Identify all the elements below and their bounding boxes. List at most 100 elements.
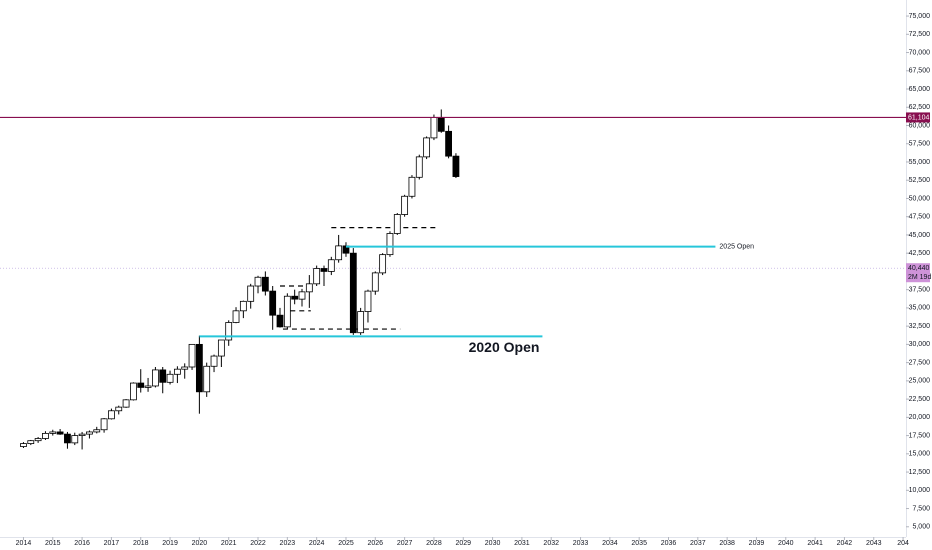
- candle-body: [291, 295, 299, 300]
- price-line-label: 61,104: [908, 114, 930, 121]
- y-tick-label: 17,500: [909, 432, 931, 439]
- x-tick-label: 2018: [133, 540, 149, 547]
- x-tick-label: 2036: [661, 540, 677, 547]
- candle-body: [181, 366, 189, 370]
- x-tick-label: 2033: [573, 540, 589, 547]
- candle-body: [437, 117, 445, 132]
- y-tick-label: 47,500: [909, 214, 931, 221]
- candle-body: [34, 438, 42, 442]
- x-tick-label: 2026: [368, 540, 384, 547]
- y-tick-label: 27,500: [909, 359, 931, 366]
- candle-body: [151, 369, 159, 387]
- candle-body: [305, 283, 313, 293]
- candle-body: [137, 382, 145, 388]
- candle-body: [386, 233, 394, 256]
- y-tick-label: 25,000: [909, 378, 931, 385]
- y-tick-label: 35,000: [909, 305, 931, 312]
- candle-body: [239, 300, 247, 312]
- candle-body: [27, 440, 35, 445]
- x-tick-label: 2019: [162, 540, 178, 547]
- candle-body: [408, 176, 416, 197]
- candle-body: [423, 137, 431, 158]
- x-tick-label: 2025: [338, 540, 354, 547]
- y-tick-label: 45,000: [909, 232, 931, 239]
- candle-body: [401, 195, 409, 215]
- candle-body: [195, 343, 203, 393]
- y-tick-label: 60,000: [909, 122, 931, 129]
- candle-body: [210, 355, 218, 367]
- candle-body: [159, 369, 167, 383]
- x-tick-label: 2037: [690, 540, 706, 547]
- candle-body: [166, 373, 174, 383]
- y-tick-label: 62,500: [909, 104, 931, 111]
- candle-body: [276, 314, 284, 328]
- y-tick-label: 32,500: [909, 323, 931, 330]
- y-tick-label: 70,000: [909, 49, 931, 56]
- y-tick-label: 15,000: [909, 451, 931, 458]
- candle-body: [64, 433, 71, 444]
- candle-body: [357, 311, 365, 334]
- x-tick-label: 2030: [485, 540, 501, 547]
- candle-body: [415, 156, 423, 178]
- candle-body: [122, 399, 130, 408]
- x-tick-label: 2043: [866, 540, 882, 547]
- x-tick-label: 2014: [16, 540, 32, 547]
- x-tick-label: 2029: [455, 540, 471, 547]
- x-tick-label: 2034: [602, 540, 618, 547]
- candle-body: [379, 254, 387, 274]
- candle-body: [232, 310, 240, 323]
- candle-body: [188, 343, 196, 368]
- candle-body: [247, 285, 255, 302]
- candle-body: [225, 322, 233, 341]
- x-tick-label: 2016: [74, 540, 90, 547]
- x-tick-label: 2023: [280, 540, 296, 547]
- candle-body: [115, 406, 123, 412]
- y-tick-label: 12,500: [909, 469, 931, 476]
- y-tick-label: 30,000: [909, 341, 931, 348]
- price-tag-countdown: 2M 19d: [908, 274, 931, 281]
- candle-body: [173, 368, 181, 375]
- candle-body: [371, 272, 379, 292]
- candle-body: [56, 431, 64, 435]
- candle-body: [217, 339, 225, 357]
- candle-body: [364, 290, 372, 312]
- candle-body: [86, 431, 93, 435]
- y-tick-label: 10,000: [909, 487, 931, 494]
- x-tick-label: 2024: [309, 540, 325, 547]
- y-tick-label: 55,000: [909, 159, 931, 166]
- y-tick-label: 50,000: [909, 195, 931, 202]
- candle-body: [71, 435, 79, 444]
- x-tick-label: 2031: [514, 540, 530, 547]
- y-tick-label: 5,000: [912, 524, 930, 531]
- x-tick-label: 2032: [543, 540, 559, 547]
- candle-body: [349, 252, 357, 334]
- price-tag-box: [906, 263, 930, 283]
- y-tick-label: 67,500: [909, 68, 931, 75]
- candle-body: [144, 385, 152, 388]
- y-tick-label: 57,500: [909, 141, 931, 148]
- y-tick-label: 52,500: [909, 177, 931, 184]
- candle-body: [335, 245, 343, 261]
- y-tick-label: 75,000: [909, 13, 931, 20]
- y-tick-label: 65,000: [909, 86, 931, 93]
- candle-body: [313, 268, 321, 285]
- candle-body: [452, 155, 460, 177]
- open-line-label: 2020 Open: [469, 339, 540, 355]
- x-tick-label: 2042: [837, 540, 853, 547]
- x-tick-label: 2028: [426, 540, 442, 547]
- candle-body: [298, 291, 306, 300]
- x-tick-label: 2041: [807, 540, 823, 547]
- x-tick-label: 2017: [104, 540, 120, 547]
- candle-body: [203, 365, 211, 393]
- x-tick-label: 2038: [719, 540, 735, 547]
- y-tick-label: 20,000: [909, 414, 931, 421]
- x-tick-label: 2021: [221, 540, 237, 547]
- x-tick-label: 2040: [778, 540, 794, 547]
- price-tag-label: 40,440: [908, 265, 930, 272]
- candle-body: [78, 433, 86, 436]
- y-tick-label: 22,500: [909, 396, 931, 403]
- candle-body: [42, 432, 49, 439]
- y-tick-label: 7,500: [912, 505, 930, 512]
- candle-body: [445, 130, 453, 157]
